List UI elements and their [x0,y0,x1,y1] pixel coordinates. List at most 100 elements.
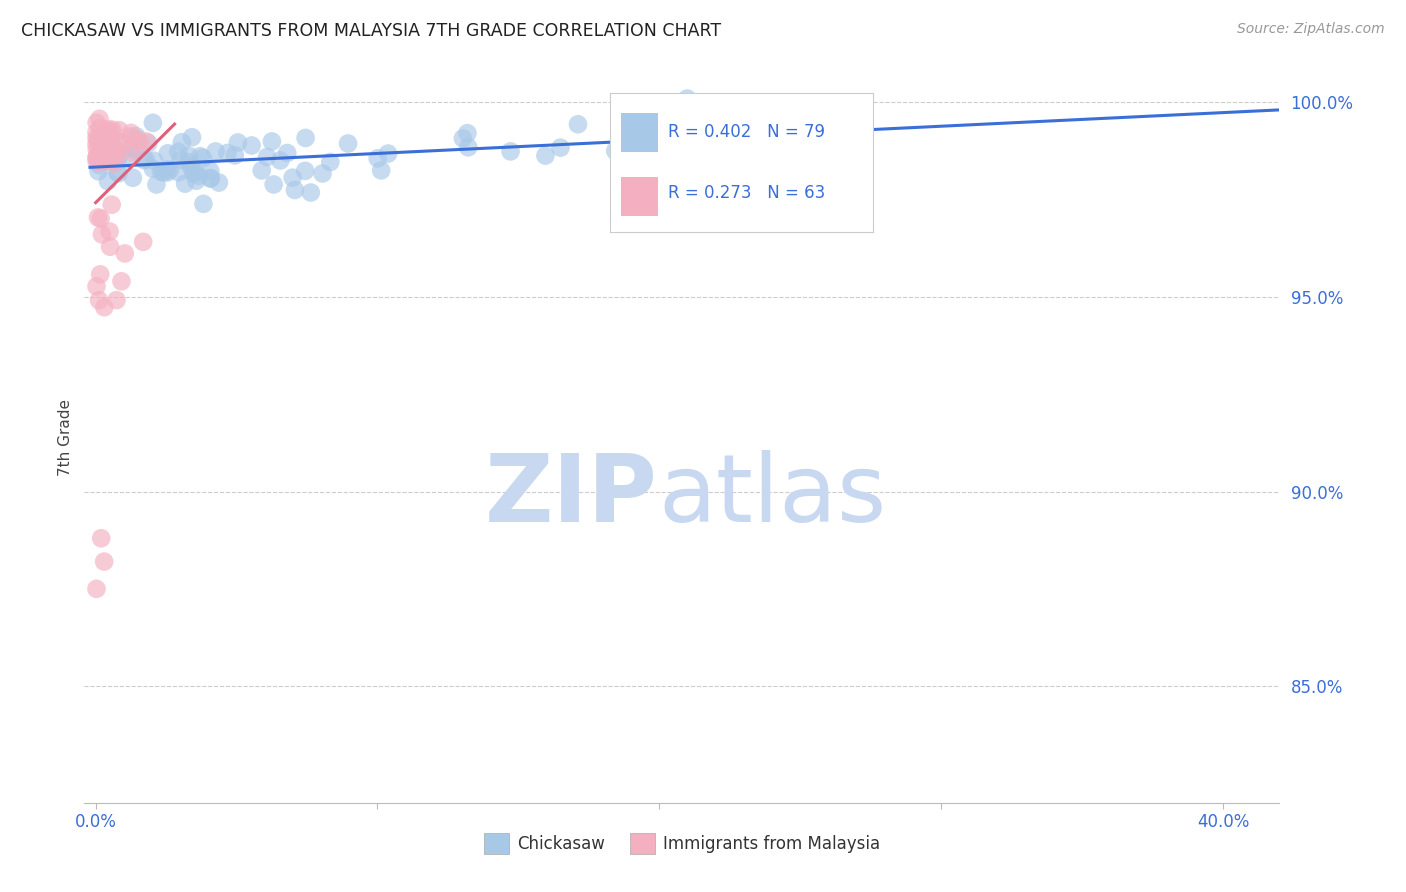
Point [86,279,108,293]
Point [101,122,124,136]
Point [499,145,522,159]
Point [224,148,246,162]
Point [456,126,478,140]
Point [377,146,399,161]
Point [89,158,111,172]
Point [104,141,127,155]
Point [193,197,215,211]
Point [183,166,205,180]
Point [142,116,165,130]
Point [86,151,108,165]
Point [120,141,142,155]
Point [260,135,283,149]
Point [105,293,128,307]
Point [367,152,389,166]
Point [100,197,122,211]
Point [89,112,111,126]
Point [605,144,627,158]
Point [179,155,201,169]
Point [89,268,111,282]
Text: CHICKASAW VS IMMIGRANTS FROM MALAYSIA 7TH GRADE CORRELATION CHART: CHICKASAW VS IMMIGRANTS FROM MALAYSIA 7T… [21,22,721,40]
Point [204,145,226,159]
Point [337,136,360,151]
Point [100,124,122,138]
Point [188,149,211,163]
Point [152,165,174,179]
Point [121,170,143,185]
Point [256,150,278,164]
Point [86,116,108,130]
Point [86,582,108,596]
Point [567,117,589,131]
Point [105,151,128,165]
Point [97,154,120,169]
Point [107,152,129,166]
Point [156,165,179,179]
Point [91,128,114,142]
Point [96,140,118,154]
Text: Source: ZipAtlas.com: Source: ZipAtlas.com [1237,22,1385,37]
Point [128,136,150,150]
Point [180,160,202,174]
Point [187,169,209,183]
Point [145,178,167,192]
Point [263,178,285,192]
Point [103,145,125,160]
Point [103,156,125,170]
Point [127,132,149,146]
Point [108,123,131,137]
Point [86,142,108,156]
Point [217,145,239,160]
Point [457,140,479,154]
Point [89,138,111,153]
Point [94,142,117,156]
Point [132,235,155,249]
Point [143,153,166,168]
Point [89,120,111,135]
Point [167,145,190,159]
Point [96,122,118,136]
Point [86,154,108,169]
Point [90,531,112,545]
Point [250,163,273,178]
Point [97,128,120,142]
Point [200,164,222,178]
Point [550,141,572,155]
Point [114,246,136,260]
Point [120,129,142,144]
Text: atlas: atlas [658,450,886,541]
Point [186,174,208,188]
Point [107,166,129,180]
Point [110,274,132,288]
Point [98,225,121,239]
Point [90,154,112,169]
Point [156,146,179,161]
Point [149,164,172,178]
Point [135,135,157,149]
Point [98,240,121,254]
Point [299,186,322,200]
Point [105,144,128,158]
Point [191,151,214,165]
Legend: Chickasaw, Immigrants from Malaysia: Chickasaw, Immigrants from Malaysia [477,827,887,860]
Point [96,136,118,150]
Point [89,138,111,153]
Point [200,171,222,186]
Point [200,171,222,186]
Point [311,166,333,180]
Point [87,293,110,308]
Point [170,153,193,167]
Point [90,145,112,160]
Point [174,177,197,191]
Point [86,131,108,145]
Point [93,137,115,152]
Point [87,211,110,225]
Point [208,176,231,190]
Point [86,137,108,152]
Point [87,164,110,178]
Point [121,145,143,160]
Point [294,131,316,145]
Point [177,149,200,163]
Point [90,227,112,242]
Point [101,149,124,163]
